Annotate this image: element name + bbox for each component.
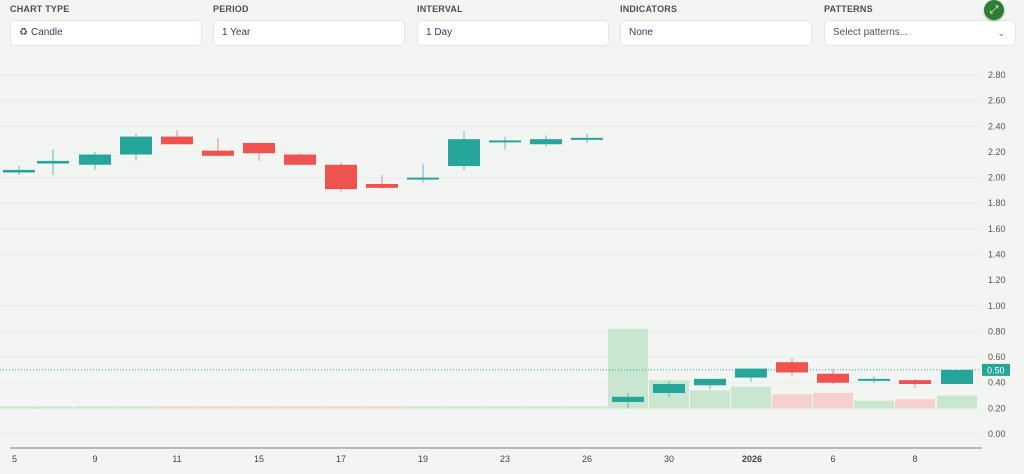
candle-body	[571, 137, 603, 140]
patterns-label: PATTERNS	[824, 4, 873, 14]
candle-body	[858, 378, 890, 381]
interval-select[interactable]: 1 Day	[417, 20, 609, 46]
x-axis-tick: 30	[664, 454, 674, 464]
candle-body	[366, 184, 398, 188]
candle-body	[284, 154, 316, 165]
volume-bar	[731, 386, 771, 409]
volume-bar	[280, 406, 320, 409]
y-axis-tick: 0.60	[988, 352, 1006, 362]
volume-bar	[690, 390, 730, 409]
candle-body	[735, 368, 767, 378]
expand-icon: ⤢	[989, 4, 999, 16]
volume-bar	[362, 406, 402, 409]
y-axis-tick: 0.20	[988, 403, 1006, 413]
x-axis-tick: 19	[418, 454, 428, 464]
volume-bar	[937, 395, 977, 409]
volume-bar	[526, 406, 566, 409]
period-label: PERIOD	[213, 4, 249, 14]
y-axis-tick: 2.40	[988, 121, 1006, 131]
indicators-value: None	[629, 27, 653, 38]
volume-bar	[33, 406, 73, 409]
last-price-badge	[982, 363, 1010, 376]
x-axis-tick: 11	[172, 454, 181, 464]
candle-body	[161, 136, 193, 145]
y-axis-tick: 2.00	[988, 173, 1006, 183]
candle-body	[3, 169, 35, 173]
volume-bar	[895, 399, 935, 409]
y-axis-tick: 1.20	[988, 275, 1006, 285]
x-axis-tick: 9	[92, 454, 97, 464]
volume-bar	[75, 406, 115, 409]
volume-bar	[0, 406, 39, 409]
y-axis-tick: 1.60	[988, 224, 1006, 234]
candle-body	[941, 369, 973, 385]
chart-type-value: Candle	[30, 27, 63, 38]
period-value: 1 Year	[222, 27, 251, 38]
y-axis-tick: 0.80	[988, 326, 1006, 336]
candle-body	[817, 373, 849, 383]
candle-body	[612, 396, 644, 402]
candle-body	[448, 139, 480, 167]
chart-type-label: CHART TYPE	[10, 4, 70, 14]
volume-bar	[813, 392, 853, 409]
y-axis-tick: 1.40	[988, 250, 1006, 260]
x-axis-tick: 17	[336, 454, 346, 464]
volume-bar	[403, 406, 443, 409]
period-select[interactable]: 1 Year	[213, 20, 405, 46]
candle-body	[243, 142, 275, 154]
volume-bar	[567, 406, 607, 409]
volume-bar	[198, 406, 238, 409]
indicators-select[interactable]: None	[620, 20, 812, 46]
candlestick-icon: ♻	[19, 27, 28, 38]
interval-value: 1 Day	[426, 27, 453, 38]
volume-bar	[157, 406, 197, 409]
y-axis-tick: 2.60	[988, 96, 1006, 106]
x-axis-tick: 2026	[742, 454, 762, 464]
volume-bar	[772, 394, 812, 409]
candle-body	[776, 362, 808, 373]
volume-bar	[485, 406, 525, 409]
chevron-down-icon: ⌄	[997, 28, 1005, 38]
interval-label: INTERVAL	[417, 4, 463, 14]
volume-bar	[854, 400, 894, 409]
candlestick-chart[interactable]: 2.80 2.60 2.40 2.20 2.00 1.80 1.60 1.40 1.20 1.00…	[0, 50, 1024, 469]
candle-body	[653, 384, 685, 393]
candle-body	[120, 136, 152, 155]
volume-bar	[239, 406, 279, 409]
x-axis-tick: 15	[254, 454, 264, 464]
candle-body	[325, 164, 357, 190]
volume-bar	[444, 406, 484, 409]
x-axis-tick: 5	[12, 454, 17, 464]
y-axis-tick: 2.20	[988, 147, 1006, 157]
candle-body	[530, 139, 562, 145]
volume-bar	[321, 406, 361, 409]
x-axis-tick: 26	[582, 454, 592, 464]
expand-button[interactable]: ⤢	[984, 0, 1004, 20]
candle-body	[79, 154, 111, 165]
candle-body	[37, 160, 69, 164]
patterns-placeholder: Select patterns...	[833, 27, 909, 38]
x-axis-tick: 23	[500, 454, 510, 464]
y-axis-tick: 2.80	[988, 70, 1006, 80]
chart-controls: CHART TYPE ♻ Candle PERIOD 1 Year INTERVA…	[0, 0, 1024, 50]
candle-body	[694, 378, 726, 386]
y-axis-tick: 1.00	[988, 301, 1006, 311]
candle-body	[899, 380, 931, 385]
y-axis-tick: 0.00	[988, 429, 1006, 439]
candle-body	[407, 177, 439, 180]
patterns-select[interactable]: Select patterns... ⌄	[824, 20, 1016, 46]
indicators-label: INDICATORS	[620, 4, 678, 14]
candle-body	[489, 140, 521, 143]
chart-type-select[interactable]: ♻ Candle	[10, 20, 202, 46]
x-axis-tick: 8	[912, 454, 917, 464]
chart-canvas[interactable]: 2.80 2.60 2.40 2.20 2.00 1.80 1.60 1.40 1.20 1.00…	[0, 50, 1024, 469]
y-axis-tick: 0.40	[988, 378, 1006, 388]
candle-body	[202, 150, 234, 156]
volume-bar	[116, 406, 156, 409]
x-axis-tick: 6	[830, 454, 835, 464]
y-axis-tick: 1.80	[988, 198, 1006, 208]
last-price-label: 0.50	[987, 365, 1005, 375]
